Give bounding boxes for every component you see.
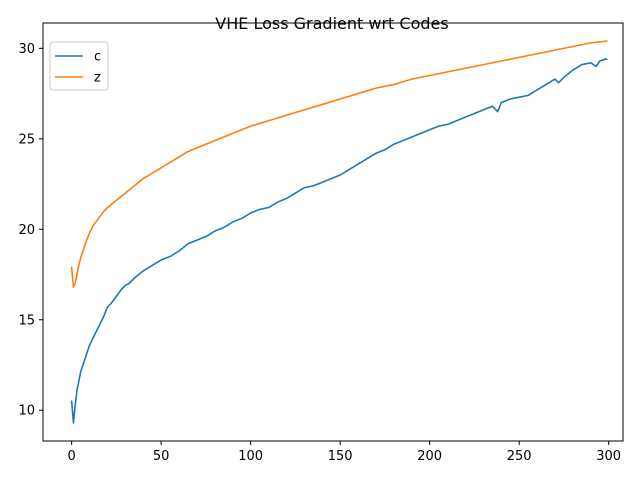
legend-label-c: c: [94, 50, 101, 65]
x-tick-label: 100: [238, 449, 263, 464]
legend-box: [49, 41, 109, 91]
series-line-c: [70, 58, 608, 424]
legend-label-z: z: [94, 71, 101, 86]
x-tick-label: 0: [68, 449, 76, 464]
x-tick-label: 150: [328, 449, 353, 464]
x-axis: 0 50 100 150 200 250 300: [68, 441, 621, 464]
series-layer: [70, 40, 608, 424]
y-tick-label: 20: [18, 223, 35, 238]
y-tick-label: 10: [18, 404, 35, 419]
series-line-z: [70, 40, 608, 288]
y-tick-label: 25: [18, 132, 35, 147]
axes-frame: [42, 22, 624, 442]
y-axis: 10 15 20 25 30: [18, 42, 43, 419]
x-tick-label: 200: [417, 449, 442, 464]
x-tick-label: 300: [596, 449, 621, 464]
x-tick-label: 250: [507, 449, 532, 464]
legend: cz: [49, 41, 109, 91]
y-tick-label: 30: [18, 42, 35, 57]
y-tick-label: 15: [18, 313, 35, 328]
x-tick-label: 50: [153, 449, 170, 464]
